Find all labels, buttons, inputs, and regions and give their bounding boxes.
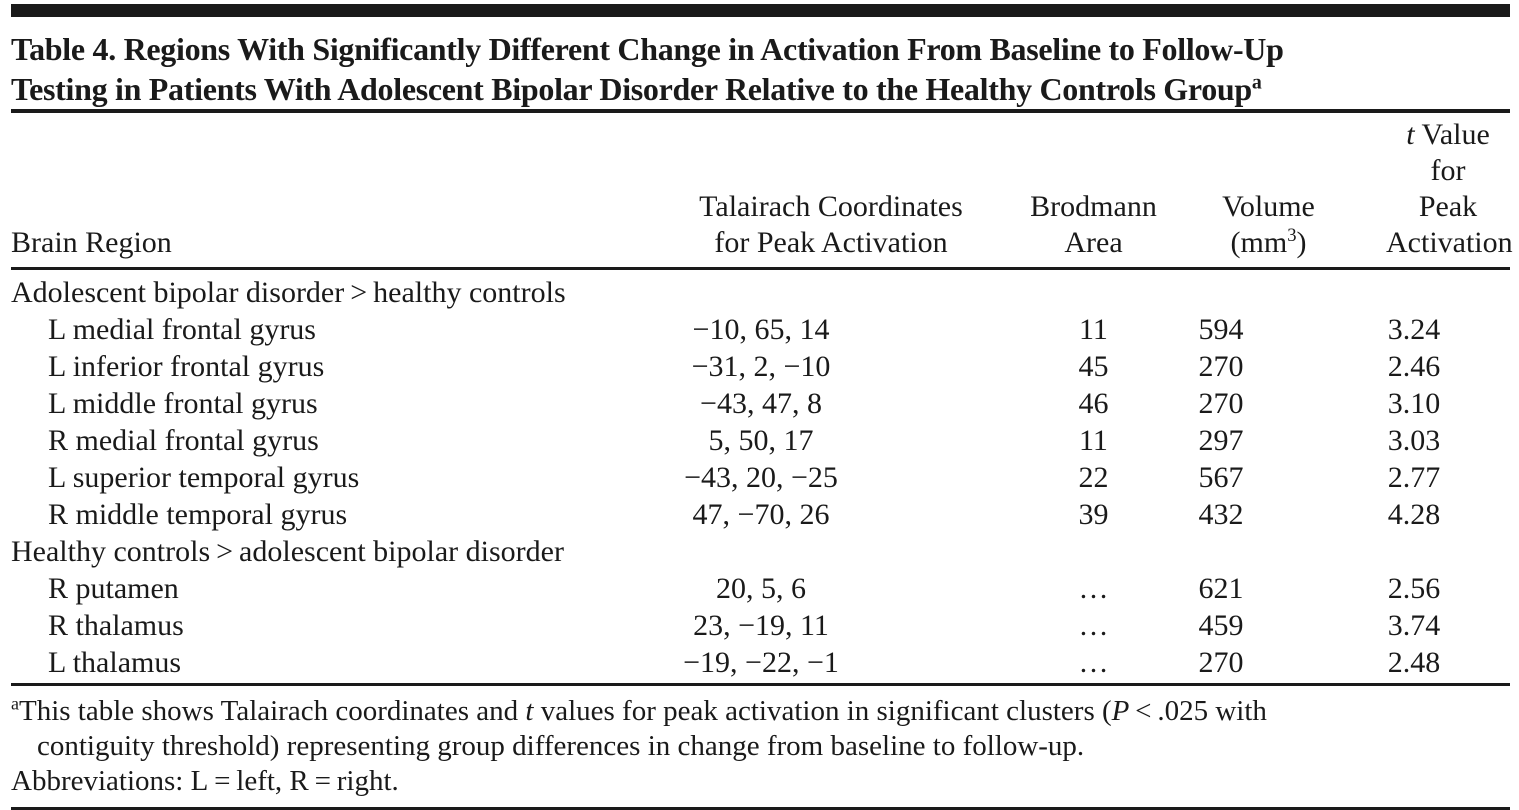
table-title-line-2-text: Testing in Patients With Adolescent Bipo… <box>11 71 1252 107</box>
volume-unit-close: ) <box>1296 226 1307 259</box>
column-header-t-value: t Value for Peak Activation <box>1346 117 1513 261</box>
cell-talairach-coordinates: 20, 5, 6 <box>716 572 806 605</box>
cell-volume: 621 <box>1198 572 1244 605</box>
cell-talairach-coordinates: −10, 65, 14 <box>692 313 830 346</box>
footnote-italic-t: t <box>525 695 534 727</box>
section-header-abd-greater-hc: Adolescent bipolar disorder > healthy co… <box>11 276 566 309</box>
footnote-abbreviations: Abbreviations: L = left, R = right. <box>11 765 399 797</box>
t-value-header-line-2: Peak Activation <box>1386 190 1513 259</box>
journal-table-page: Table 4. Regions With Significantly Diff… <box>11 4 1513 810</box>
t-value-italic-t: t <box>1406 118 1415 151</box>
table-row: R thalamus 23, −19, 11 … 459 3.74 <box>11 607 1510 644</box>
cell-brodmann-area: 46 <box>1078 387 1109 420</box>
cell-volume: 459 <box>1198 609 1244 642</box>
column-header-talairach-coordinates: Talairach Coordinates for Peak Activatio… <box>636 117 996 261</box>
talairach-header-line-1: Talairach Coordinates <box>699 190 963 223</box>
footnote-a-line-2: contiguity threshold) representing group… <box>37 730 1085 762</box>
table-body: Adolescent bipolar disorder > healthy co… <box>11 270 1510 683</box>
table-row: L middle frontal gyrus −43, 47, 8 46 270… <box>11 385 1510 422</box>
table-row: R middle temporal gyrus 47, −70, 26 39 4… <box>11 496 1510 533</box>
brodmann-header-line-1: Brodmann <box>1030 190 1157 223</box>
cell-t-value: 2.48 <box>1387 646 1441 679</box>
table-row: L thalamus −19, −22, −1 … 270 2.48 <box>11 644 1510 681</box>
cell-volume: 270 <box>1198 646 1244 679</box>
cell-talairach-coordinates: −43, 20, −25 <box>684 461 838 494</box>
brodmann-header-line-2: Area <box>1064 226 1123 259</box>
cell-brodmann-area: 11 <box>1079 313 1108 346</box>
cell-t-value: 2.56 <box>1387 572 1441 605</box>
column-header-volume: Volume (mm3) <box>1191 117 1346 261</box>
section-header-hc-greater-abd: Healthy controls > adolescent bipolar di… <box>11 535 564 568</box>
footnote-a-text-2: values for peak activation in significan… <box>533 695 1112 727</box>
cell-brodmann-area: … <box>1078 609 1109 642</box>
cell-t-value: 3.10 <box>1387 387 1441 420</box>
cell-brodmann-area: … <box>1078 646 1109 679</box>
table-title-line-1: Table 4. Regions With Significantly Diff… <box>11 31 1284 67</box>
cell-brodmann-area: 39 <box>1078 498 1109 531</box>
cell-brodmann-area: 22 <box>1078 461 1109 494</box>
t-value-header-line-1: t Value for <box>1386 117 1510 189</box>
cell-t-value: 2.77 <box>1387 461 1441 494</box>
cell-brain-region: R thalamus <box>48 609 184 642</box>
table-title: Table 4. Regions With Significantly Diff… <box>11 29 1510 109</box>
cell-volume: 270 <box>1198 350 1244 383</box>
column-header-brain-region-label: Brain Region <box>11 226 172 259</box>
cell-t-value: 3.74 <box>1387 609 1441 642</box>
cell-brodmann-area: 11 <box>1079 424 1108 457</box>
cell-talairach-coordinates: −19, −22, −1 <box>683 646 839 679</box>
footnote-italic-p: P <box>1111 695 1130 727</box>
cell-brain-region: L thalamus <box>48 646 182 679</box>
cell-talairach-coordinates: 23, −19, 11 <box>693 609 829 642</box>
column-header-brodmann-area: Brodmann Area <box>996 117 1191 261</box>
table-header-row: Brain Region Talairach Coordinates for P… <box>11 113 1513 267</box>
table-row: L superior temporal gyrus −43, 20, −25 2… <box>11 459 1510 496</box>
cell-volume: 270 <box>1198 387 1244 420</box>
cell-brain-region: R medial frontal gyrus <box>48 424 319 457</box>
table-footnotes: aThis table shows Talairach coordinates … <box>11 686 1510 807</box>
cell-t-value: 2.46 <box>1387 350 1441 383</box>
table-top-rule <box>11 4 1510 17</box>
footnote-a-text-3: < .025 with <box>1129 695 1267 727</box>
cell-t-value: 4.28 <box>1387 498 1441 531</box>
cell-brodmann-area: 45 <box>1078 350 1109 383</box>
cell-brain-region: R middle temporal gyrus <box>48 498 348 531</box>
rule-above-footnotes <box>11 683 1510 686</box>
cell-volume: 594 <box>1198 313 1244 346</box>
cell-talairach-coordinates: −43, 47, 8 <box>700 387 822 420</box>
column-header-brain-region: Brain Region <box>11 117 636 261</box>
table-row: L inferior frontal gyrus −31, 2, −10 45 … <box>11 348 1510 385</box>
table-row: L medial frontal gyrus −10, 65, 14 11 59… <box>11 311 1510 348</box>
title-footnote-marker: a <box>1251 71 1262 94</box>
t-value-header-rest: Value for <box>1414 118 1490 187</box>
table-row: R medial frontal gyrus 5, 50, 17 11 297 … <box>11 422 1510 459</box>
footnote-a-marker: a <box>11 693 19 714</box>
cell-volume: 432 <box>1198 498 1244 531</box>
cell-talairach-coordinates: 47, −70, 26 <box>692 498 830 531</box>
cell-brodmann-area: … <box>1078 572 1109 605</box>
cell-t-value: 3.03 <box>1387 424 1441 457</box>
cell-brain-region: L superior temporal gyrus <box>48 461 360 494</box>
rule-under-title <box>11 109 1510 113</box>
cell-talairach-coordinates: −31, 2, −10 <box>691 350 831 383</box>
talairach-header-line-2: for Peak Activation <box>714 226 948 259</box>
cell-brain-region: L medial frontal gyrus <box>48 313 316 346</box>
volume-header-line-2: (mm3) <box>1191 225 1346 261</box>
footnote-a-line-1: aThis table shows Talairach coordinates … <box>11 694 1510 729</box>
cell-brain-region: L inferior frontal gyrus <box>48 350 325 383</box>
volume-unit-superscript: 3 <box>1287 225 1297 246</box>
volume-header-line-1: Volume <box>1222 190 1315 223</box>
cell-volume: 297 <box>1198 424 1244 457</box>
volume-unit-open: (mm <box>1230 226 1288 259</box>
cell-t-value: 3.24 <box>1387 313 1441 346</box>
table-row: R putamen 20, 5, 6 … 621 2.56 <box>11 570 1510 607</box>
cell-talairach-coordinates: 5, 50, 17 <box>708 424 814 457</box>
cell-volume: 567 <box>1198 461 1244 494</box>
footnote-a-text-1: This table shows Talairach coordinates a… <box>18 695 526 727</box>
cell-brain-region: R putamen <box>48 572 179 605</box>
table-title-line-2: Testing in Patients With Adolescent Bipo… <box>11 69 1510 109</box>
cell-brain-region: L middle frontal gyrus <box>48 387 318 420</box>
rule-under-header <box>11 267 1510 270</box>
